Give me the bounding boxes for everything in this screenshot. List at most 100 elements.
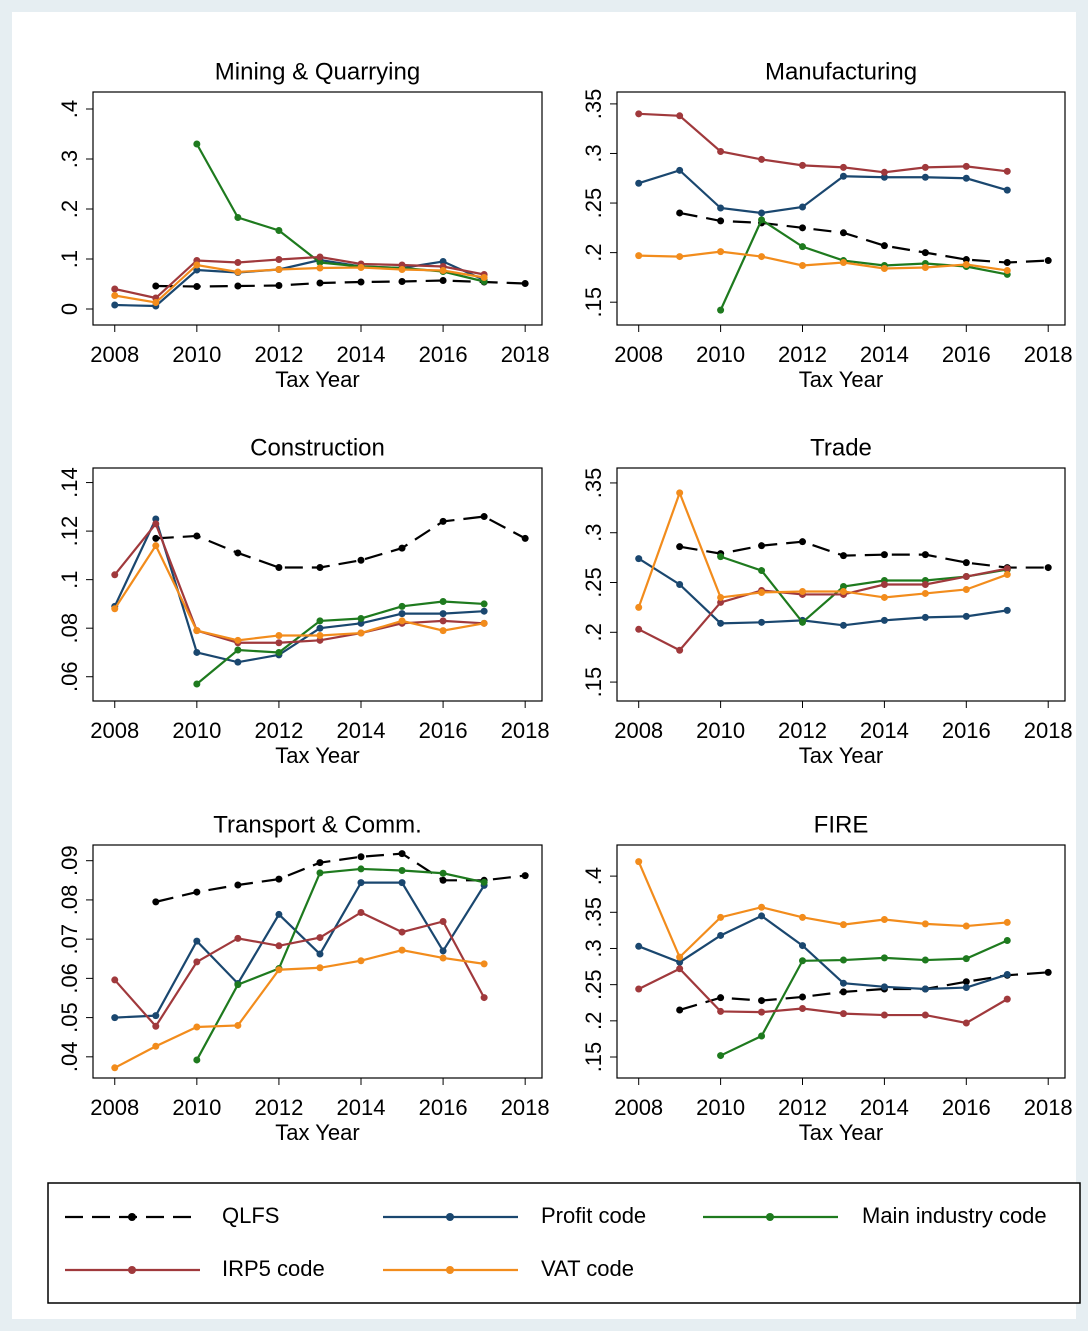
x-tick-label: 2010 xyxy=(172,718,221,743)
x-tick-label: 2008 xyxy=(90,1095,139,1120)
x-tick-label: 2010 xyxy=(172,342,221,367)
series-point xyxy=(357,879,365,887)
series-point xyxy=(234,214,242,221)
x-tick-label: 2018 xyxy=(501,342,550,367)
series-line xyxy=(113,911,486,1029)
series-point xyxy=(758,588,766,596)
series-point xyxy=(962,1019,970,1027)
series-point xyxy=(398,866,406,874)
series-point xyxy=(880,916,888,924)
series-point xyxy=(193,1023,201,1031)
y-tick-label: .14 xyxy=(57,467,82,498)
series-point xyxy=(193,283,201,290)
series-point xyxy=(480,513,488,521)
series-point xyxy=(316,564,324,572)
series-line xyxy=(155,852,526,903)
series-point xyxy=(921,263,929,271)
series-point xyxy=(398,617,406,625)
series-point xyxy=(676,209,684,217)
x-axis-label: Tax Year xyxy=(275,1120,359,1145)
series-point xyxy=(962,922,970,930)
y-tick-label: .12 xyxy=(57,516,82,547)
series-point xyxy=(799,262,807,270)
series-point xyxy=(316,279,324,287)
series-point xyxy=(275,966,283,974)
series-point xyxy=(1003,918,1011,926)
series-point xyxy=(234,636,242,644)
x-tick-label: 2018 xyxy=(1024,718,1073,743)
series-point xyxy=(717,217,725,225)
series-line xyxy=(679,211,1049,264)
series-point xyxy=(234,658,242,666)
series-point xyxy=(357,614,365,622)
series-point xyxy=(316,859,324,867)
series-point xyxy=(193,937,201,945)
series-point xyxy=(398,928,406,936)
series-point xyxy=(439,869,447,877)
series-point xyxy=(717,147,725,155)
y-tick-label: 0 xyxy=(57,303,82,315)
x-tick-label: 2016 xyxy=(419,718,468,743)
series-point xyxy=(717,994,725,1002)
x-tick-label: 2012 xyxy=(254,718,303,743)
series-line xyxy=(638,557,1008,627)
series-point xyxy=(357,278,365,286)
series-point xyxy=(439,267,447,274)
series-point xyxy=(193,958,201,966)
series-line xyxy=(196,600,485,685)
series-point xyxy=(839,621,847,629)
series-point xyxy=(921,581,929,588)
y-tick-label: .08 xyxy=(57,885,82,916)
legend-point xyxy=(446,1266,454,1274)
series-point xyxy=(521,872,529,880)
series-point xyxy=(880,173,888,181)
x-tick-label: 2012 xyxy=(778,1095,827,1120)
series-point xyxy=(234,1021,242,1029)
x-tick-label: 2016 xyxy=(942,718,991,743)
legend-label: Main industry code xyxy=(862,1203,1047,1228)
x-axis-label: Tax Year xyxy=(799,1120,883,1145)
series-point xyxy=(316,636,324,644)
x-tick-label: 2014 xyxy=(860,718,909,743)
series-point xyxy=(880,551,888,559)
series-point xyxy=(111,301,119,309)
series-point xyxy=(921,1011,929,1019)
series-line xyxy=(679,971,1049,1012)
plot-area xyxy=(92,467,543,702)
x-tick-label: 2008 xyxy=(90,718,139,743)
series-point xyxy=(717,913,725,921)
series-point xyxy=(799,618,807,626)
series-point xyxy=(1003,937,1011,945)
x-axis-label: Tax Year xyxy=(799,367,883,392)
series-point xyxy=(275,875,283,883)
series-point xyxy=(521,280,529,287)
series-point xyxy=(717,619,725,627)
legend-label: QLFS xyxy=(222,1203,279,1228)
series-line xyxy=(638,914,1008,991)
series-point xyxy=(398,879,406,887)
series-point xyxy=(234,934,242,942)
series-point xyxy=(439,917,447,925)
y-tick-label: .3 xyxy=(581,524,606,542)
x-axis-label: Tax Year xyxy=(275,367,359,392)
series-point xyxy=(1003,266,1011,274)
series-point xyxy=(439,597,447,605)
series-point xyxy=(111,292,119,299)
y-tick-label: .06 xyxy=(57,661,82,692)
series-point xyxy=(152,1042,160,1050)
series-point xyxy=(275,564,283,572)
series-point xyxy=(111,1014,119,1022)
legend-point xyxy=(766,1213,774,1221)
y-tick-label: .08 xyxy=(57,613,82,644)
series-point xyxy=(676,953,684,961)
series-point xyxy=(839,229,847,237)
series-point xyxy=(921,956,929,964)
plot-area xyxy=(616,91,1066,326)
series-point xyxy=(799,243,807,251)
series-point xyxy=(962,612,970,620)
legend-point xyxy=(128,1213,136,1221)
series-point xyxy=(676,958,684,966)
series-point xyxy=(635,985,643,993)
series-line xyxy=(155,279,526,288)
series-line xyxy=(113,521,485,644)
